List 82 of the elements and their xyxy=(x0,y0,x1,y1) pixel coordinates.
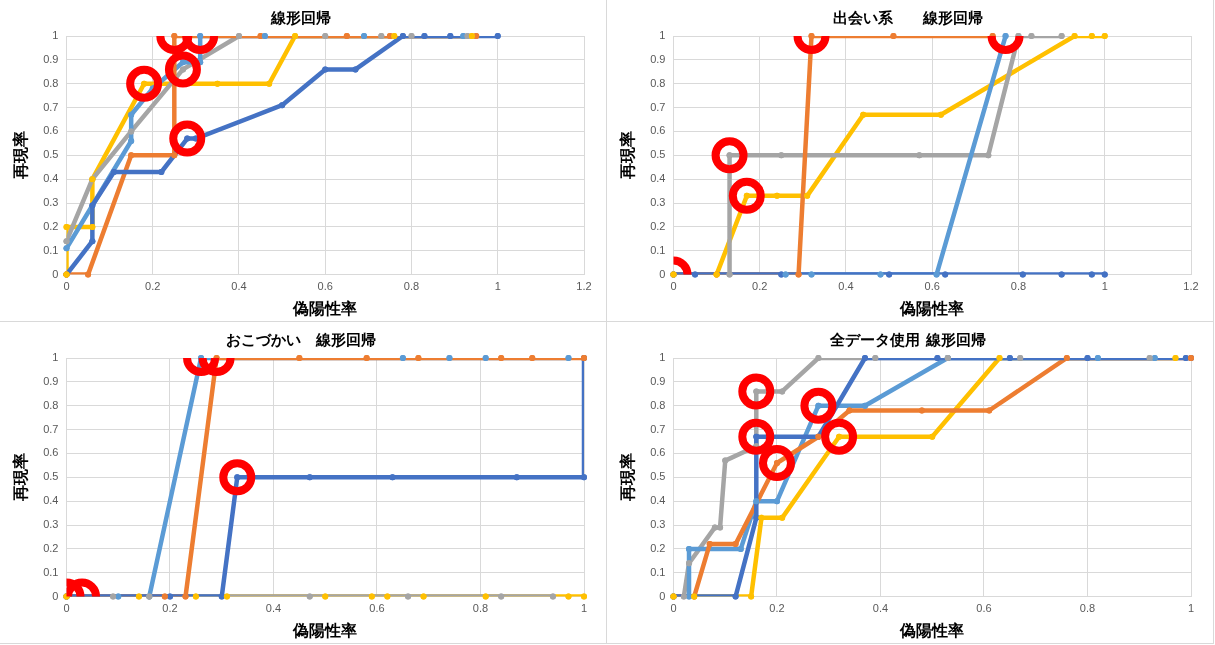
y-tick-label: 0.1 xyxy=(650,565,666,578)
y-tick-label: 0.2 xyxy=(650,219,666,232)
y-tick-label: 0.8 xyxy=(650,398,666,411)
x-tick-label: 1 xyxy=(1101,280,1108,293)
x-tick-label: 0.2 xyxy=(162,602,178,615)
y-axis-title: 再現率 xyxy=(617,131,637,181)
y-tick-label: 0.5 xyxy=(43,148,59,161)
chart-title: 全データ使用 線形回帰 xyxy=(829,330,986,349)
x-tick-label: 0.6 xyxy=(317,280,333,293)
y-tick-label: 0.4 xyxy=(43,172,59,185)
y-tick-label: 1 xyxy=(659,351,666,364)
y-tick-label: 0.4 xyxy=(650,172,666,185)
y-tick-label: 0.2 xyxy=(650,541,666,554)
y-tick-label: 0.3 xyxy=(43,518,59,531)
x-tick-label: 1 xyxy=(494,280,501,293)
y-tick-label: 1 xyxy=(659,29,666,42)
x-tick-label: 0.8 xyxy=(1010,280,1027,293)
x-tick-label: 0.4 xyxy=(872,602,889,615)
y-axis-title: 再現率 xyxy=(10,131,30,181)
x-tick-label: 0.8 xyxy=(403,280,420,293)
x-tick-label: 1.2 xyxy=(1183,280,1199,293)
y-tick-label: 0.3 xyxy=(43,196,59,209)
y-tick-label: 0 xyxy=(52,589,59,602)
x-tick-label: 1 xyxy=(580,602,588,615)
x-tick-label: 0.2 xyxy=(769,602,785,615)
y-tick-label: 0.2 xyxy=(43,541,59,554)
x-tick-label: 1.2 xyxy=(576,280,592,293)
x-tick-label: 0 xyxy=(63,280,70,293)
y-tick-label: 0.5 xyxy=(43,470,59,483)
y-tick-label: 0.5 xyxy=(650,470,666,483)
x-tick-label: 0.6 xyxy=(976,602,992,615)
y-tick-label: 0.8 xyxy=(43,76,59,89)
y-tick-label: 0.8 xyxy=(650,76,666,89)
y-tick-label: 0.7 xyxy=(43,422,59,435)
y-axis-title: 再現率 xyxy=(10,453,30,503)
y-tick-label: 0.4 xyxy=(43,494,59,507)
y-tick-label: 0.6 xyxy=(650,446,666,459)
y-tick-label: 0.3 xyxy=(650,518,666,531)
chart-title: 線形回帰 xyxy=(270,8,331,27)
y-tick-label: 0.9 xyxy=(650,52,666,65)
y-tick-label: 0.6 xyxy=(43,446,59,459)
x-tick-label: 0.4 xyxy=(265,602,282,615)
x-axis-title: 偽陽性率 xyxy=(292,298,358,318)
x-tick-label: 1 xyxy=(1187,602,1195,615)
y-tick-label: 0.1 xyxy=(43,565,59,578)
y-tick-label: 1 xyxy=(52,351,59,364)
y-tick-label: 0 xyxy=(659,589,666,602)
y-tick-label: 0 xyxy=(52,267,59,280)
y-tick-label: 0.1 xyxy=(650,243,666,256)
chart-title: おこづかい 線形回帰 xyxy=(226,330,376,349)
x-tick-label: 0 xyxy=(63,602,70,615)
y-tick-label: 0.2 xyxy=(43,219,59,232)
y-tick-label: 0.4 xyxy=(650,494,666,507)
x-tick-label: 0.8 xyxy=(1079,602,1096,615)
chart-title: 出会い系 線形回帰 xyxy=(833,8,983,27)
y-axis-title: 再現率 xyxy=(617,453,637,503)
y-tick-label: 0.1 xyxy=(43,243,59,256)
x-tick-label: 0 xyxy=(670,602,677,615)
y-tick-label: 0.6 xyxy=(43,124,59,137)
y-tick-label: 1 xyxy=(52,29,59,42)
y-tick-label: 0.7 xyxy=(43,100,59,113)
y-tick-label: 0 xyxy=(659,267,666,280)
x-tick-label: 0 xyxy=(670,280,677,293)
x-tick-label: 0.4 xyxy=(231,280,247,293)
x-axis-title: 偽陽性率 xyxy=(292,620,358,640)
x-tick-label: 0.2 xyxy=(145,280,161,293)
x-tick-label: 0.4 xyxy=(838,280,854,293)
y-tick-label: 0.6 xyxy=(650,124,666,137)
y-tick-label: 0.7 xyxy=(650,422,666,435)
y-tick-label: 0.8 xyxy=(43,398,59,411)
y-tick-label: 0.7 xyxy=(650,100,666,113)
x-tick-label: 0.6 xyxy=(369,602,385,615)
x-tick-label: 0.2 xyxy=(752,280,768,293)
x-axis-title: 偽陽性率 xyxy=(899,298,965,318)
y-tick-label: 0.9 xyxy=(43,374,59,387)
x-axis-title: 偽陽性率 xyxy=(899,620,965,640)
y-tick-label: 0.3 xyxy=(650,196,666,209)
x-tick-label: 0.6 xyxy=(924,280,940,293)
x-tick-label: 0.8 xyxy=(472,602,489,615)
y-tick-label: 0.5 xyxy=(650,148,666,161)
y-tick-label: 0.9 xyxy=(43,52,59,65)
y-tick-label: 0.9 xyxy=(650,374,666,387)
